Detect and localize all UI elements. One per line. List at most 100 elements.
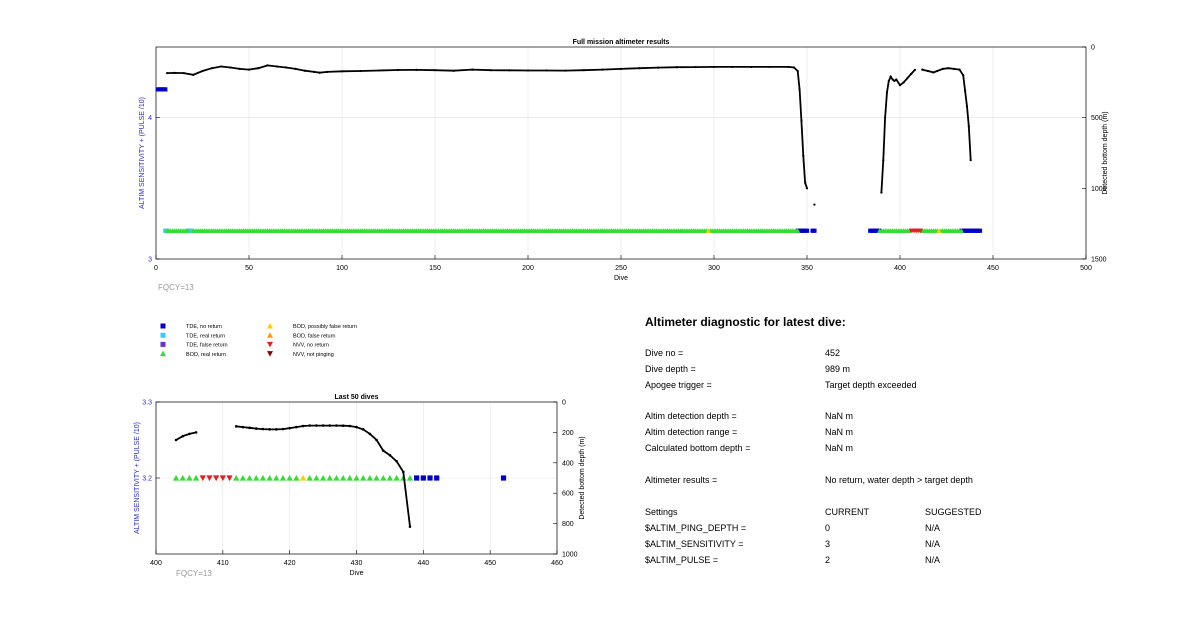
depth-point: [638, 67, 641, 70]
depth-point: [965, 105, 969, 108]
marker-bod_real_return: [286, 474, 293, 481]
diag-label: Apogee trigger =: [645, 380, 712, 390]
diag-value: Target depth exceeded: [825, 380, 917, 390]
depth-point: [885, 91, 889, 94]
depth-point: [247, 68, 251, 71]
depth-point: [601, 68, 604, 71]
depth-point: [408, 525, 412, 528]
marker-bod_real_return: [306, 474, 313, 481]
marker-bod_real_return: [179, 474, 186, 481]
legend-item-label: NVV, not pinging: [293, 352, 334, 358]
setting-current: 0: [825, 523, 831, 533]
marker-bod_real_return: [380, 474, 387, 481]
marker-bod_real_return: [326, 474, 333, 481]
y2-tick-label: 400: [562, 460, 574, 467]
marker-bod_real_return: [259, 474, 267, 481]
marker-bod_real_return: [160, 350, 166, 357]
legend-item: BOD, false return: [267, 332, 336, 339]
depth-line: [880, 69, 916, 193]
depth-point: [452, 69, 455, 72]
marker-bod_real_return: [253, 474, 260, 481]
depth-point: [564, 69, 567, 72]
depth-point: [229, 66, 232, 69]
setting-suggested: N/A: [925, 555, 941, 565]
settings-header-current: CURRENT: [825, 507, 869, 517]
depth-point: [880, 191, 883, 194]
marker-nvv_no_return: [917, 228, 923, 234]
marker-bod_real_return: [279, 474, 287, 481]
x-tick-label: 150: [429, 265, 441, 272]
depth-point: [947, 67, 950, 70]
depth-point: [326, 70, 329, 73]
marker-bod_real_return: [958, 228, 964, 233]
depth-point: [798, 88, 801, 91]
depth-point: [902, 81, 905, 84]
diag-label: Dive no =: [645, 348, 684, 358]
diag-value: No return, water depth > target depth: [825, 475, 973, 485]
diagnostic-title: Altimeter diagnostic for latest dive:: [645, 315, 846, 329]
marker-nvv_no_return: [226, 475, 233, 482]
marker-bod_real_return: [313, 474, 320, 481]
x-tick-label: 460: [551, 560, 563, 567]
depth-point: [619, 67, 623, 71]
marker-bod_false_return: [267, 332, 273, 338]
marker-bod_real_return: [373, 474, 380, 481]
y-tick-label: 3: [148, 257, 152, 264]
marker-bod_real_return: [366, 474, 373, 481]
setting-current: 3: [825, 539, 831, 549]
depth-point: [657, 66, 660, 69]
legend-item-label: BOD, real return: [186, 352, 226, 358]
depth-point: [381, 449, 385, 452]
depth-point: [241, 425, 245, 429]
x-tick-label: 500: [1080, 265, 1092, 272]
marker-bod_real_return: [273, 474, 280, 481]
diag-value: NaN m: [825, 411, 854, 421]
diag-label: Calculated bottom depth =: [645, 443, 751, 453]
depth-point: [182, 72, 185, 75]
depth-point: [173, 71, 176, 74]
marker-bod_real_return: [192, 474, 200, 481]
depth-point: [285, 66, 288, 69]
depth-point: [582, 69, 585, 72]
status-markers: [172, 474, 507, 482]
depth-point: [335, 424, 338, 427]
y2-tick-label: 600: [562, 491, 574, 498]
marker-tde_no_return: [420, 475, 426, 481]
x-tick-label: 450: [987, 265, 999, 272]
diag-value: NaN m: [825, 443, 854, 453]
depth-point: [969, 158, 972, 162]
marker-bod_real_return: [393, 474, 400, 481]
depth-point: [796, 69, 799, 73]
depth-point: [802, 154, 805, 157]
x-tick-label: 430: [351, 560, 363, 567]
marker-bod_real_return: [293, 474, 300, 481]
depth-point: [166, 72, 169, 75]
depth-point: [882, 158, 885, 162]
depth-point: [348, 424, 352, 428]
x-tick-label: 420: [284, 560, 296, 567]
y2-tick-label: 1000: [1091, 186, 1107, 193]
depth-point: [359, 69, 362, 73]
x-tick-label: 440: [417, 560, 429, 567]
depth-point: [768, 65, 771, 69]
marker-tde_no_return: [434, 475, 440, 481]
y-tick-label: 3.2: [142, 476, 152, 483]
depth-point: [731, 65, 734, 69]
marker-bod_possibly_false_return: [705, 228, 711, 233]
depth-point: [750, 65, 753, 69]
diag-value: 989 m: [825, 364, 851, 374]
x-tick-label: 300: [708, 265, 720, 272]
depth-point: [281, 427, 285, 431]
depth-point: [489, 69, 492, 72]
marker-bod_real_return: [406, 474, 414, 481]
marker-bod_real_return: [239, 474, 247, 481]
y-tick-label: 4: [148, 115, 152, 122]
legend-item-label: NVV, no return: [293, 343, 329, 349]
depth-point: [268, 428, 271, 431]
x-tick-label: 250: [615, 265, 627, 272]
depth-point: [194, 431, 198, 434]
y2-axis-label: Detected bottom depth (m): [579, 436, 586, 519]
depth-point: [964, 89, 967, 92]
diag-label: Altim detection depth =: [645, 411, 737, 421]
depth-point: [340, 70, 344, 73]
